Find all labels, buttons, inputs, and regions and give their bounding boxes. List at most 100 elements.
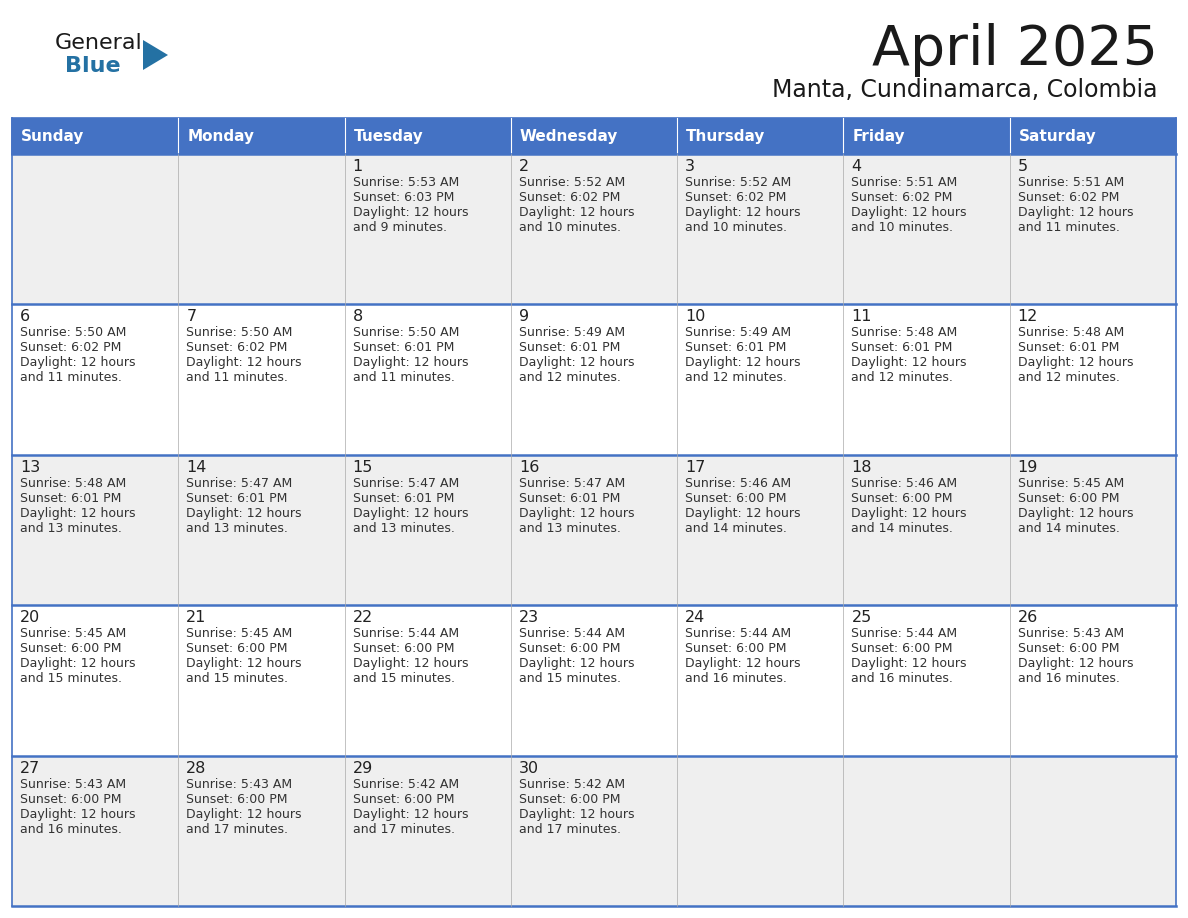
Text: Sunset: 6:00 PM: Sunset: 6:00 PM — [1018, 492, 1119, 505]
Bar — [12, 605, 178, 756]
Text: and 15 minutes.: and 15 minutes. — [187, 672, 289, 685]
Text: Daylight: 12 hours: Daylight: 12 hours — [353, 657, 468, 670]
Bar — [12, 305, 178, 454]
Text: 1: 1 — [353, 159, 362, 174]
Text: and 16 minutes.: and 16 minutes. — [685, 672, 786, 685]
Text: General: General — [55, 33, 143, 53]
Bar — [345, 154, 511, 305]
Text: Saturday: Saturday — [1019, 129, 1097, 143]
Text: 21: 21 — [187, 610, 207, 625]
Text: and 11 minutes.: and 11 minutes. — [1018, 221, 1119, 234]
Bar — [178, 154, 345, 305]
Bar — [511, 756, 677, 906]
Text: Blue: Blue — [65, 56, 121, 76]
Text: Daylight: 12 hours: Daylight: 12 hours — [1018, 206, 1133, 219]
Text: and 15 minutes.: and 15 minutes. — [20, 672, 122, 685]
Bar — [178, 454, 345, 605]
Text: Sunrise: 5:48 AM: Sunrise: 5:48 AM — [20, 476, 126, 490]
Text: Daylight: 12 hours: Daylight: 12 hours — [187, 808, 302, 821]
Text: Sunrise: 5:45 AM: Sunrise: 5:45 AM — [187, 627, 292, 640]
Text: 6: 6 — [20, 309, 30, 324]
Bar — [511, 605, 677, 756]
Text: Sunrise: 5:47 AM: Sunrise: 5:47 AM — [187, 476, 292, 490]
Text: Daylight: 12 hours: Daylight: 12 hours — [519, 808, 634, 821]
Bar — [1010, 454, 1176, 605]
Text: Daylight: 12 hours: Daylight: 12 hours — [685, 507, 801, 520]
Text: Daylight: 12 hours: Daylight: 12 hours — [20, 507, 135, 520]
Text: and 13 minutes.: and 13 minutes. — [20, 521, 122, 535]
Text: and 9 minutes.: and 9 minutes. — [353, 221, 447, 234]
Text: and 14 minutes.: and 14 minutes. — [1018, 521, 1119, 535]
Text: Sunrise: 5:43 AM: Sunrise: 5:43 AM — [20, 778, 126, 790]
Text: Sunrise: 5:47 AM: Sunrise: 5:47 AM — [353, 476, 459, 490]
Text: 2: 2 — [519, 159, 529, 174]
Text: Daylight: 12 hours: Daylight: 12 hours — [685, 356, 801, 369]
Text: 5: 5 — [1018, 159, 1028, 174]
Text: and 14 minutes.: and 14 minutes. — [852, 521, 953, 535]
Bar — [1010, 118, 1176, 154]
Text: Sunset: 6:00 PM: Sunset: 6:00 PM — [187, 792, 287, 806]
Bar — [843, 605, 1010, 756]
Text: Daylight: 12 hours: Daylight: 12 hours — [187, 657, 302, 670]
Text: Sunrise: 5:43 AM: Sunrise: 5:43 AM — [1018, 627, 1124, 640]
Text: Sunrise: 5:46 AM: Sunrise: 5:46 AM — [852, 476, 958, 490]
Text: 17: 17 — [685, 460, 706, 475]
Text: and 15 minutes.: and 15 minutes. — [353, 672, 455, 685]
Text: Sunrise: 5:49 AM: Sunrise: 5:49 AM — [685, 327, 791, 340]
Bar — [677, 454, 843, 605]
Text: and 16 minutes.: and 16 minutes. — [852, 672, 953, 685]
Text: Sunset: 6:01 PM: Sunset: 6:01 PM — [353, 492, 454, 505]
Bar — [511, 454, 677, 605]
Text: and 16 minutes.: and 16 minutes. — [1018, 672, 1119, 685]
Bar — [1010, 305, 1176, 454]
Text: 29: 29 — [353, 761, 373, 776]
Text: 23: 23 — [519, 610, 539, 625]
Text: and 12 minutes.: and 12 minutes. — [685, 372, 786, 385]
Text: Daylight: 12 hours: Daylight: 12 hours — [353, 356, 468, 369]
Text: and 17 minutes.: and 17 minutes. — [187, 823, 289, 835]
Text: 8: 8 — [353, 309, 362, 324]
Text: and 10 minutes.: and 10 minutes. — [852, 221, 954, 234]
Text: and 10 minutes.: and 10 minutes. — [519, 221, 621, 234]
Text: Sunset: 6:02 PM: Sunset: 6:02 PM — [685, 191, 786, 204]
Text: Sunrise: 5:42 AM: Sunrise: 5:42 AM — [353, 778, 459, 790]
Bar — [843, 154, 1010, 305]
Bar — [677, 756, 843, 906]
Text: Daylight: 12 hours: Daylight: 12 hours — [353, 507, 468, 520]
Bar — [345, 454, 511, 605]
Text: and 12 minutes.: and 12 minutes. — [1018, 372, 1119, 385]
Text: Daylight: 12 hours: Daylight: 12 hours — [187, 507, 302, 520]
Text: 16: 16 — [519, 460, 539, 475]
Text: 28: 28 — [187, 761, 207, 776]
Text: Sunset: 6:01 PM: Sunset: 6:01 PM — [353, 341, 454, 354]
Text: 7: 7 — [187, 309, 196, 324]
Text: and 11 minutes.: and 11 minutes. — [187, 372, 289, 385]
Text: Sunset: 6:02 PM: Sunset: 6:02 PM — [187, 341, 287, 354]
Bar — [12, 118, 1176, 154]
Text: Daylight: 12 hours: Daylight: 12 hours — [187, 356, 302, 369]
Text: Daylight: 12 hours: Daylight: 12 hours — [353, 206, 468, 219]
Text: Sunrise: 5:46 AM: Sunrise: 5:46 AM — [685, 476, 791, 490]
Text: and 11 minutes.: and 11 minutes. — [20, 372, 122, 385]
Text: Sunset: 6:00 PM: Sunset: 6:00 PM — [1018, 643, 1119, 655]
Text: Sunset: 6:01 PM: Sunset: 6:01 PM — [685, 341, 786, 354]
Text: Thursday: Thursday — [687, 129, 765, 143]
Text: and 14 minutes.: and 14 minutes. — [685, 521, 786, 535]
Text: Sunset: 6:01 PM: Sunset: 6:01 PM — [20, 492, 121, 505]
Text: Sunrise: 5:51 AM: Sunrise: 5:51 AM — [852, 176, 958, 189]
Text: Sunset: 6:00 PM: Sunset: 6:00 PM — [685, 643, 786, 655]
Text: Daylight: 12 hours: Daylight: 12 hours — [685, 206, 801, 219]
Text: and 16 minutes.: and 16 minutes. — [20, 823, 122, 835]
Text: Sunrise: 5:48 AM: Sunrise: 5:48 AM — [1018, 327, 1124, 340]
Bar — [345, 118, 511, 154]
Text: Sunset: 6:00 PM: Sunset: 6:00 PM — [353, 643, 454, 655]
Text: Sunrise: 5:52 AM: Sunrise: 5:52 AM — [685, 176, 791, 189]
Text: Sunrise: 5:42 AM: Sunrise: 5:42 AM — [519, 778, 625, 790]
Text: Sunset: 6:01 PM: Sunset: 6:01 PM — [1018, 341, 1119, 354]
Text: Sunset: 6:00 PM: Sunset: 6:00 PM — [685, 492, 786, 505]
Text: Sunset: 6:00 PM: Sunset: 6:00 PM — [187, 643, 287, 655]
Text: Sunset: 6:00 PM: Sunset: 6:00 PM — [519, 643, 620, 655]
Text: 4: 4 — [852, 159, 861, 174]
Bar — [511, 305, 677, 454]
Text: Sunset: 6:03 PM: Sunset: 6:03 PM — [353, 191, 454, 204]
